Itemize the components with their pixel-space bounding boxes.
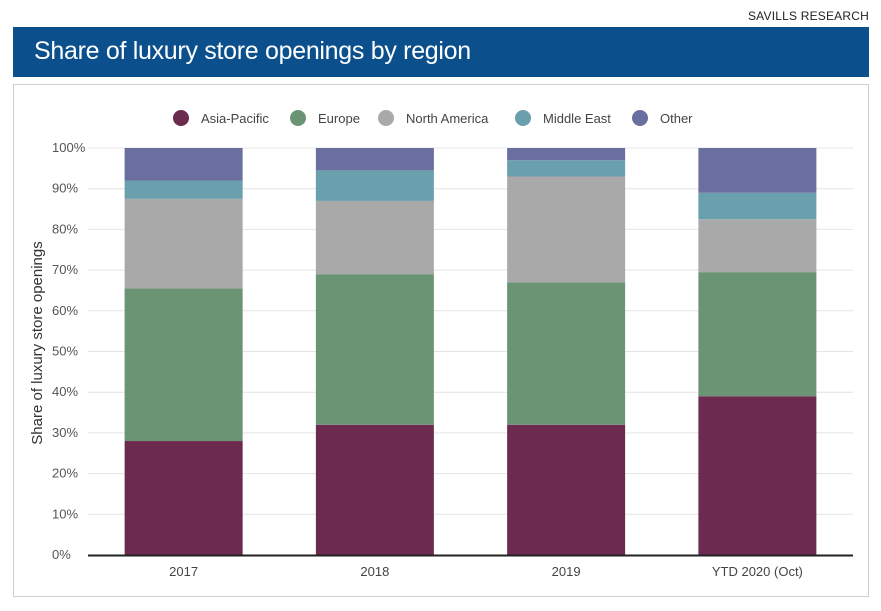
y-tick-label: 100% xyxy=(52,140,86,155)
chart-title: Share of luxury store openings by region xyxy=(34,37,471,65)
legend-label: Other xyxy=(660,111,693,126)
bar-segment-middle-east xyxy=(124,180,243,199)
bar-segment-asia-pacific xyxy=(124,441,243,555)
legend-swatch xyxy=(290,110,306,126)
y-tick-label: 70% xyxy=(52,262,78,277)
legend: Asia-Pacific Europe North America Middle Ea… xyxy=(173,110,693,126)
x-tick-label: 2018 xyxy=(360,564,389,579)
y-tick-label: 10% xyxy=(52,506,78,521)
bar-segment-middle-east xyxy=(507,160,626,177)
bar-segment-other xyxy=(507,148,626,161)
bar-segment-other xyxy=(698,148,817,193)
bar-segment-europe xyxy=(315,274,434,425)
legend-label: Asia-Pacific xyxy=(201,111,269,126)
bar-segment-asia-pacific xyxy=(315,424,434,555)
bar-segment-middle-east xyxy=(315,170,434,201)
bar-segment-asia-pacific xyxy=(507,424,626,555)
bar-segment-north-america xyxy=(124,198,243,289)
y-axis-label: Share of luxury store openings xyxy=(29,241,46,444)
bar-segment-north-america xyxy=(507,176,626,283)
legend-label: Europe xyxy=(318,111,360,126)
x-tick-label: 2019 xyxy=(552,564,581,579)
legend-swatch xyxy=(378,110,394,126)
axes: 0% 10% 20% 30% 40% 50% 60% 70% 80% 90% 100% 2017 201… xyxy=(52,140,853,579)
y-tick-label: 40% xyxy=(52,384,78,399)
bar-segment-europe xyxy=(698,272,817,397)
legend-swatch xyxy=(173,110,189,126)
bar-segment-europe xyxy=(507,282,626,425)
bar-segment-europe xyxy=(124,288,243,442)
bar-segment-asia-pacific xyxy=(698,396,817,555)
y-tick-label: 20% xyxy=(52,466,78,481)
y-tick-label: 50% xyxy=(52,344,78,359)
legend-swatch xyxy=(515,110,531,126)
y-tick-label: 90% xyxy=(52,181,78,196)
bar-segment-north-america xyxy=(698,219,817,273)
y-tick-label: 60% xyxy=(52,303,78,318)
bar-segment-other xyxy=(124,148,243,181)
title-banner: Share of luxury store openings by region xyxy=(13,27,869,77)
x-tick-label: YTD 2020 (Oct) xyxy=(712,564,803,579)
y-tick-label: 30% xyxy=(52,425,78,440)
legend-label: Middle East xyxy=(543,111,611,126)
legend-label: North America xyxy=(406,111,489,126)
bar-segment-middle-east xyxy=(698,192,817,220)
y-tick-label: 0% xyxy=(52,547,71,562)
bar-segment-north-america xyxy=(315,200,434,275)
y-tick-label: 80% xyxy=(52,221,78,236)
legend-swatch xyxy=(632,110,648,126)
source-credit: SAVILLS RESEARCH xyxy=(747,9,869,23)
x-tick-label: 2017 xyxy=(169,564,198,579)
bars xyxy=(124,148,817,555)
bar-segment-other xyxy=(315,148,434,171)
